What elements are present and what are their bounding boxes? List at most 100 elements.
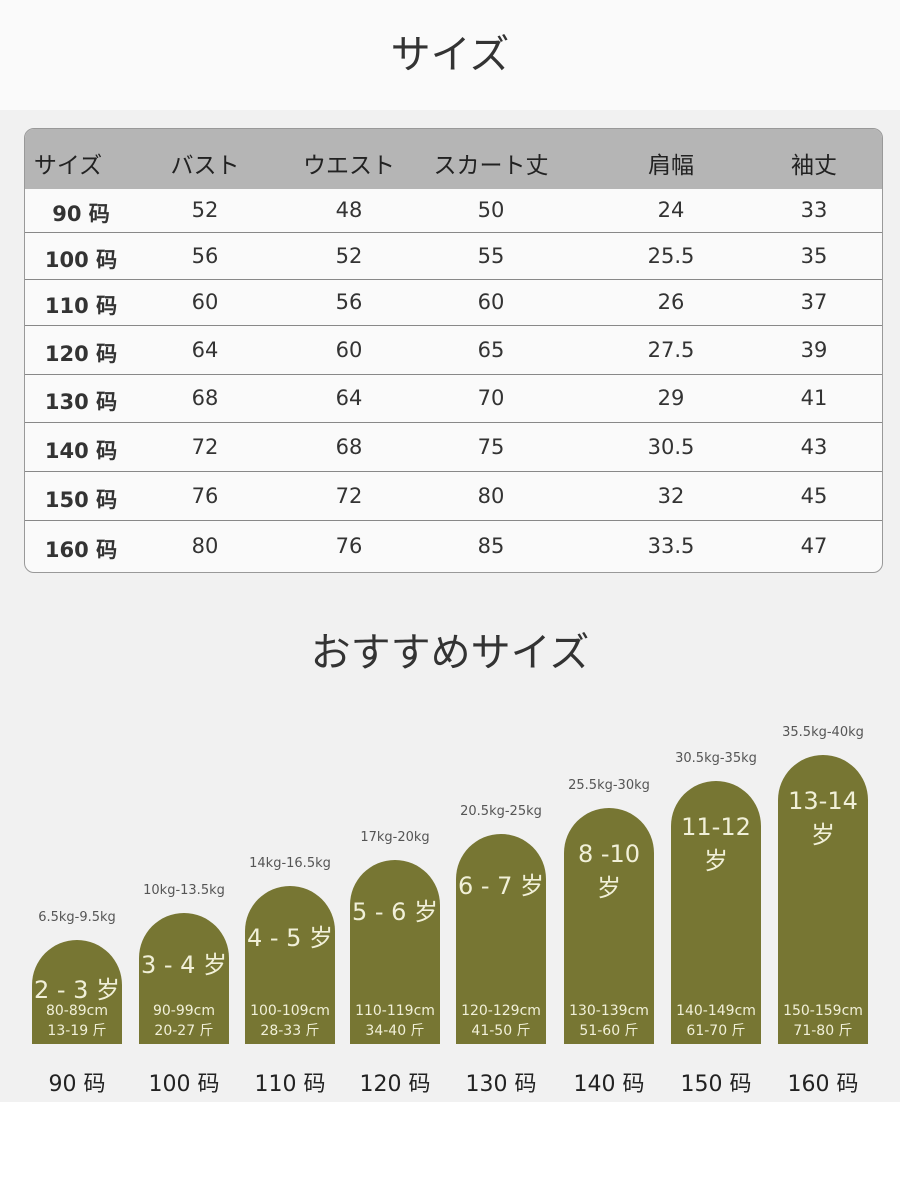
- value-cell: 24: [657, 198, 685, 222]
- size-bar: 2 - 3 岁 80-89cm 13-19 斤: [32, 940, 122, 1044]
- height-range: 80-89cm: [45, 1003, 108, 1019]
- value-cell: 30.5: [647, 434, 695, 459]
- age-label: 11-12 岁: [681, 813, 751, 875]
- header-band: [0, 0, 900, 110]
- height-range: 140-149cm: [676, 1003, 756, 1019]
- table-row: 120 码 64 60 65 27.5 39: [25, 326, 882, 375]
- table-row: 160 码 80 76 85 33.5 47: [25, 521, 882, 571]
- value-cell: 32: [657, 483, 685, 508]
- weight-range: 14kg-16.5kg: [249, 856, 331, 871]
- size-label: 110 码: [254, 1072, 326, 1097]
- value-cell: 60: [477, 290, 505, 314]
- value-cell: 64: [335, 386, 363, 410]
- value-cell: 80: [191, 533, 219, 558]
- height-range: 90-99cm: [152, 1003, 215, 1019]
- size-bar: 13-14 岁 150-159cm 71-80 斤: [778, 755, 868, 1044]
- column-header: バスト: [170, 153, 240, 179]
- value-cell: 76: [335, 533, 363, 558]
- age-label: 6 - 7 岁: [457, 872, 545, 900]
- size-bar: 5 - 6 岁 110-119cm 34-40 斤: [350, 860, 440, 1044]
- weight-range: 20.5kg-25kg: [460, 804, 542, 819]
- table-row: 150 码 76 72 80 32 45: [25, 472, 882, 521]
- weight-jin: 13-19 斤: [47, 1023, 107, 1039]
- value-cell: 64: [191, 337, 219, 362]
- column-header: ウエスト: [303, 153, 395, 179]
- size-bar: 6 - 7 岁 120-129cm 41-50 斤: [456, 834, 546, 1044]
- value-cell: 72: [335, 483, 363, 508]
- weight-range: 35.5kg-40kg: [782, 725, 864, 740]
- size-label: 140 码: [573, 1072, 645, 1097]
- size-label: 150 码: [680, 1072, 752, 1097]
- table-row: 110 码 60 56 60 26 37: [25, 280, 882, 326]
- table-row: 100 码 56 52 55 25.5 35: [25, 233, 882, 280]
- weight-range: 30.5kg-35kg: [675, 751, 757, 766]
- size-cell: 100 码: [44, 247, 118, 272]
- weight-range: 6.5kg-9.5kg: [38, 910, 116, 925]
- size-cell: 140 码: [44, 438, 118, 463]
- column-header: 肩幅: [648, 153, 694, 179]
- value-cell: 35: [800, 243, 828, 268]
- weight-jin: 61-70 斤: [686, 1023, 746, 1039]
- column-header: 袖丈: [791, 153, 837, 179]
- size-label: 120 码: [359, 1072, 431, 1097]
- value-cell: 45: [800, 483, 828, 508]
- age-label: 2 - 3 岁: [33, 976, 121, 1004]
- value-cell: 25.5: [647, 243, 695, 268]
- value-cell: 52: [191, 198, 219, 222]
- column-header: サイズ: [33, 153, 103, 179]
- value-cell: 80: [477, 483, 505, 508]
- size-bar: 4 - 5 岁 100-109cm 28-33 斤: [245, 886, 335, 1044]
- value-cell: 29: [657, 386, 685, 410]
- table-header: サイズ バスト ウエスト スカート丈 肩幅 袖丈: [25, 129, 882, 189]
- table-row: 90 码 52 48 50 24 33: [25, 189, 882, 233]
- size-bar: 8 -10 岁 130-139cm 51-60 斤: [564, 808, 654, 1044]
- value-cell: 33: [800, 198, 828, 222]
- size-cell: 110 码: [44, 294, 118, 318]
- value-cell: 56: [191, 243, 219, 268]
- age-label: 5 - 6 岁: [351, 898, 439, 926]
- size-cell: 120 码: [44, 341, 118, 366]
- value-cell: 56: [335, 290, 363, 314]
- age-label: 13-14 岁: [788, 787, 858, 849]
- size-label: 90 码: [48, 1072, 106, 1097]
- weight-jin: 34-40 斤: [365, 1023, 425, 1039]
- value-cell: 27.5: [647, 337, 695, 362]
- height-range: 120-129cm: [461, 1003, 541, 1019]
- size-label: 160 码: [787, 1072, 859, 1097]
- value-cell: 70: [477, 386, 505, 410]
- value-cell: 85: [477, 533, 505, 558]
- weight-jin: 71-80 斤: [793, 1023, 853, 1039]
- age-label: 8 -10 岁: [577, 840, 641, 902]
- page-title: サイズ: [390, 32, 510, 78]
- recommend-title: おすすめサイズ: [310, 630, 590, 676]
- value-cell: 33.5: [647, 533, 695, 558]
- value-cell: 37: [800, 290, 828, 314]
- size-cell: 90 码: [52, 202, 110, 226]
- value-cell: 48: [335, 198, 363, 222]
- value-cell: 39: [800, 337, 828, 362]
- weight-range: 17kg-20kg: [360, 830, 430, 845]
- size-bar: 11-12 岁 140-149cm 61-70 斤: [671, 781, 761, 1044]
- value-cell: 72: [191, 434, 219, 459]
- value-cell: 75: [477, 434, 505, 459]
- weight-jin: 20-27 斤: [154, 1023, 214, 1039]
- size-cell: 130 码: [44, 390, 118, 414]
- height-range: 150-159cm: [783, 1003, 863, 1019]
- value-cell: 26: [657, 290, 685, 314]
- table-row: 130 码 68 64 70 29 41: [25, 375, 882, 423]
- column-header: スカート丈: [433, 153, 549, 179]
- value-cell: 68: [191, 386, 219, 410]
- weight-jin: 51-60 斤: [579, 1023, 639, 1039]
- age-label: 4 - 5 岁: [246, 924, 334, 952]
- size-cell: 150 码: [44, 487, 118, 512]
- age-label: 3 - 4 岁: [140, 951, 228, 979]
- value-cell: 52: [335, 243, 363, 268]
- value-cell: 50: [477, 198, 505, 222]
- value-cell: 68: [335, 434, 363, 459]
- height-range: 130-139cm: [569, 1003, 649, 1019]
- size-label: 130 码: [465, 1072, 537, 1097]
- size-cell: 160 码: [44, 537, 118, 562]
- height-range: 110-119cm: [355, 1003, 435, 1019]
- value-cell: 76: [191, 483, 219, 508]
- value-cell: 43: [800, 434, 828, 459]
